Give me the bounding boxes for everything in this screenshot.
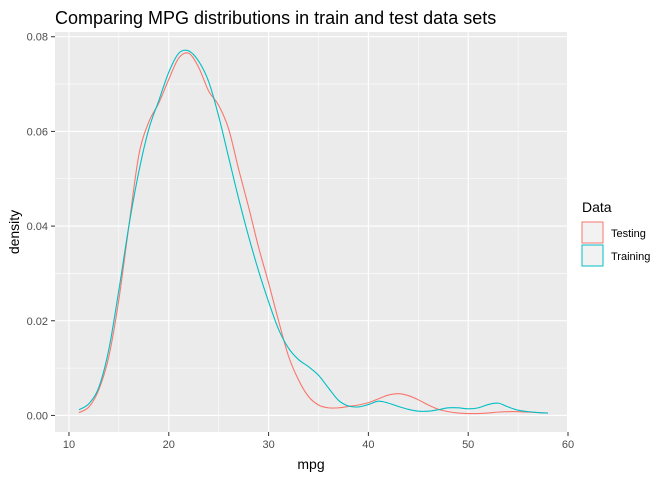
x-tick-label: 30 xyxy=(262,439,274,451)
x-tick-label: 20 xyxy=(163,439,175,451)
x-tick-label: 50 xyxy=(462,439,474,451)
y-tick-label: 0.02 xyxy=(27,316,48,328)
series-lines xyxy=(78,49,549,415)
legend-label-testing: Testing xyxy=(611,228,646,240)
legend-items: Testing Training xyxy=(581,221,650,267)
legend-title: Data xyxy=(582,199,612,215)
plot-panel xyxy=(55,32,567,432)
x-tick-label: 10 xyxy=(63,439,75,451)
x-axis: 10 20 30 40 50 60 xyxy=(63,432,574,451)
legend-key-testing xyxy=(581,221,604,244)
density-line-training xyxy=(78,49,549,414)
y-axis-title: density xyxy=(6,210,22,254)
x-axis-title: mpg xyxy=(297,456,324,472)
y-tick-label: 0.06 xyxy=(27,126,48,138)
plot-title: Comparing MPG distributions in train and… xyxy=(55,8,496,28)
legend-item-testing: Testing xyxy=(581,221,646,244)
legend: Data Testing Training xyxy=(581,199,650,267)
y-tick-label: 0.00 xyxy=(27,410,48,422)
x-tick-label: 60 xyxy=(562,439,574,451)
major-gridlines xyxy=(55,32,567,432)
y-axis: 0.00 0.02 0.04 0.06 0.08 xyxy=(27,32,55,422)
y-tick-label: 0.04 xyxy=(27,221,48,233)
legend-key-training xyxy=(581,244,604,267)
x-tick-label: 40 xyxy=(362,439,374,451)
y-tick-label: 0.08 xyxy=(27,32,48,44)
legend-label-training: Training xyxy=(611,251,650,263)
legend-item-training: Training xyxy=(581,244,650,267)
